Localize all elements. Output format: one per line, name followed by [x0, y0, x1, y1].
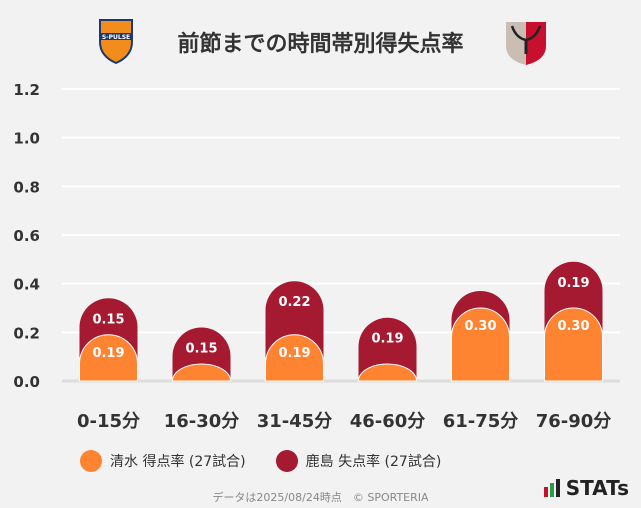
- legend-swatch: [80, 450, 102, 472]
- y-tick-label: 0.8: [13, 178, 40, 196]
- bar-shimizu: [171, 363, 232, 382]
- y-tick-label: 1.0: [13, 130, 40, 148]
- x-tick-label: 16-30分: [164, 411, 240, 432]
- kashima-logo: [502, 18, 550, 70]
- legend: 清水 得点率 (27試合) 鹿島 失点率 (27試合): [80, 450, 441, 472]
- data-label-shimizu: 0.19: [278, 346, 310, 361]
- y-tick-label: 0.2: [13, 324, 40, 342]
- bar-shimizu: [79, 334, 138, 382]
- data-label-kashima: 0.15: [185, 341, 217, 356]
- chart-title: 前節までの時間帯別得失点率: [177, 32, 464, 57]
- stats-bars-icon: [543, 479, 560, 497]
- data-label-kashima: 0.19: [557, 276, 589, 291]
- legend-label: 清水 得点率 (27試合): [110, 454, 246, 470]
- data-label-shimizu: 0.30: [464, 319, 496, 334]
- bar-chart: 0.0 0.2 0.4 0.6 0.8 1.0 1.2 0.15 0.19 0-15分 0.15 16…: [13, 81, 620, 432]
- bar-shimizu: [544, 307, 603, 382]
- x-tick-label: 46-60分: [350, 411, 426, 432]
- legend-item-shimizu: 清水 得点率 (27試合): [80, 450, 246, 472]
- bar-shimizu: [357, 363, 418, 382]
- data-label-shimizu: 0.19: [92, 346, 124, 361]
- stats-logo: STATs: [543, 476, 629, 500]
- legend-item-kashima: 鹿島 失点率 (27試合): [275, 450, 442, 472]
- bar-kashima: [358, 317, 417, 381]
- x-tick-label: 31-45分: [257, 411, 333, 432]
- legend-label: 鹿島 失点率 (27試合): [305, 454, 442, 470]
- svg-text:S-PULSE: S-PULSE: [102, 34, 130, 41]
- bar-shimizu: [265, 334, 324, 382]
- data-label-kashima: 0.15: [92, 312, 124, 327]
- y-tick-label: 0.0: [13, 373, 40, 391]
- stats-brand: STATs: [565, 476, 629, 500]
- footer-note: データは2025/08/24時点 © SPORTERIA: [212, 491, 429, 504]
- data-label-kashima: 0.22: [278, 295, 310, 310]
- y-tick-label: 0.6: [13, 227, 40, 245]
- data-label-shimizu: 0.30: [557, 319, 589, 334]
- legend-swatch: [275, 450, 298, 472]
- shimizu-logo: S-PULSE: [98, 16, 134, 68]
- x-tick-label: 0-15分: [77, 411, 140, 432]
- y-tick-label: 0.4: [13, 276, 40, 294]
- data-label-kashima: 0.19: [371, 332, 403, 347]
- bar-shimizu: [451, 307, 510, 382]
- x-tick-label: 61-75分: [443, 411, 519, 432]
- y-tick-label: 1.2: [13, 81, 40, 99]
- x-tick-label: 76-90分: [536, 411, 612, 432]
